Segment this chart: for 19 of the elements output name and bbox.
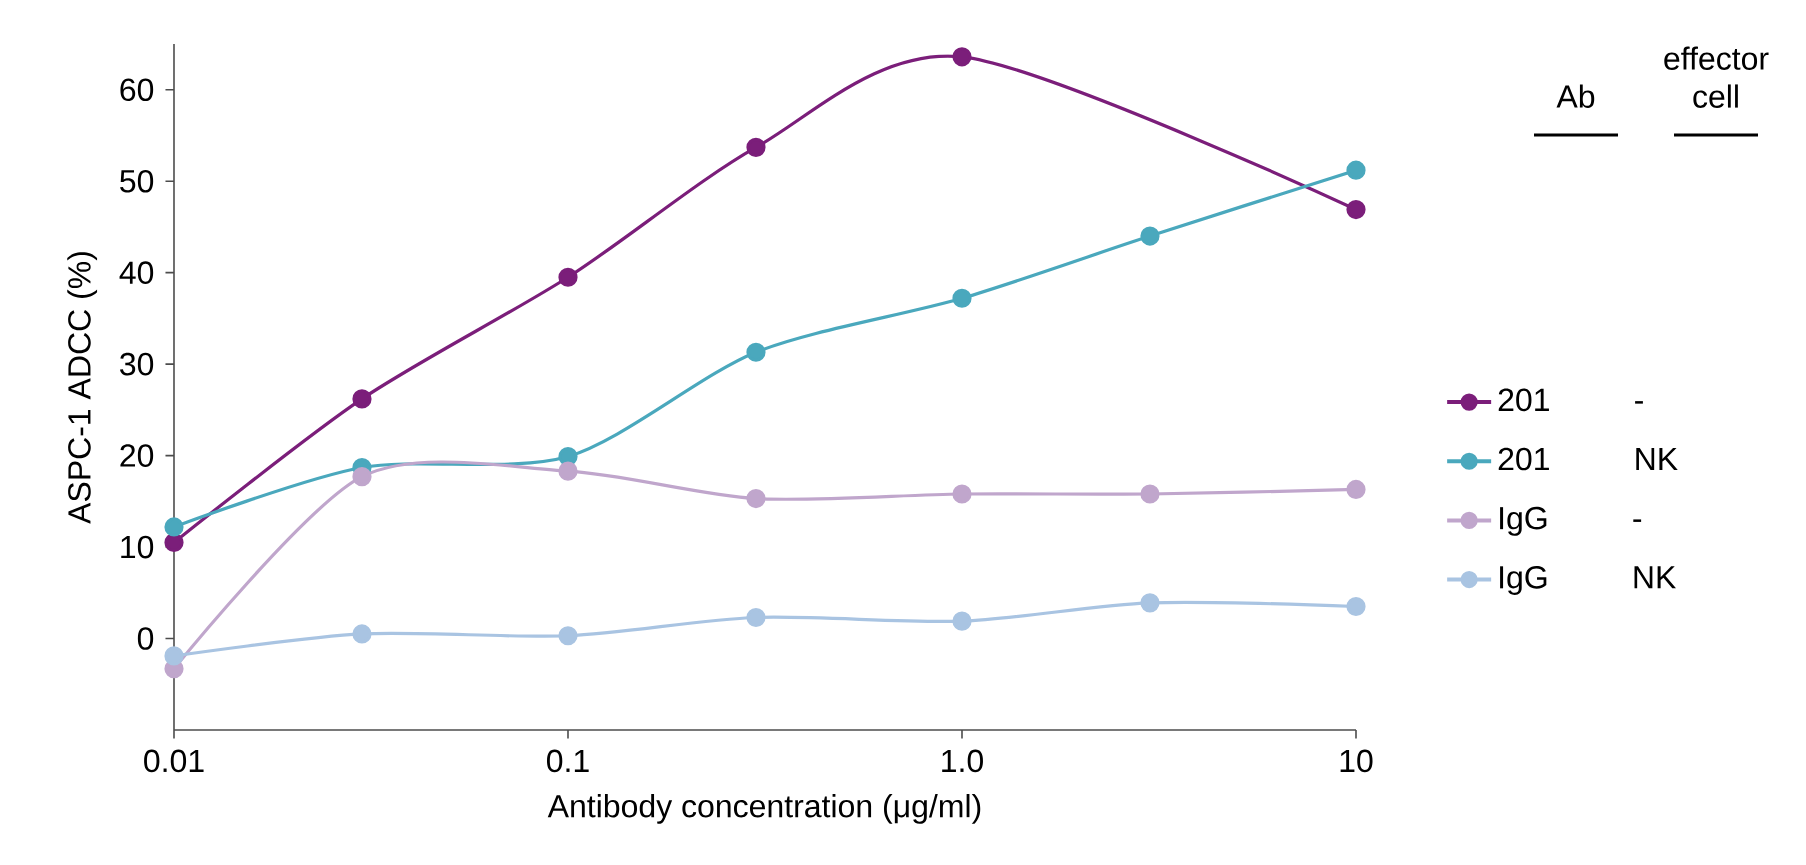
y-tick-label: 40 (119, 261, 154, 284)
x-tick-label: 0.1 (547, 749, 589, 773)
y-tick-label: 20 (120, 444, 154, 467)
x-tick-label: 0.01 (144, 749, 204, 773)
text: effector cell (1664, 46, 1769, 108)
x-tick-label: 10 (1340, 749, 1373, 773)
legend-label: 201 - (1498, 388, 1643, 412)
y-tick-label: 10 (121, 535, 154, 559)
x-axis-title: Antibody concentration (μg/ml) (547, 793, 981, 824)
legend-label: 201 NK (1498, 447, 1678, 471)
legend-label: IgG NK (1500, 565, 1676, 595)
x-tick-label: 1.0 (942, 749, 983, 773)
y-tick-label: 50 (120, 169, 154, 193)
legend-label: IgG - (1500, 506, 1642, 536)
y-tick-label: 0 (137, 627, 154, 650)
y-tick-label: 60 (120, 78, 154, 102)
y-tick-label: 30 (120, 352, 154, 376)
text: Ab (1556, 84, 1595, 108)
y-axis-title: ASPC-1 ADCC (%) (67, 252, 98, 524)
